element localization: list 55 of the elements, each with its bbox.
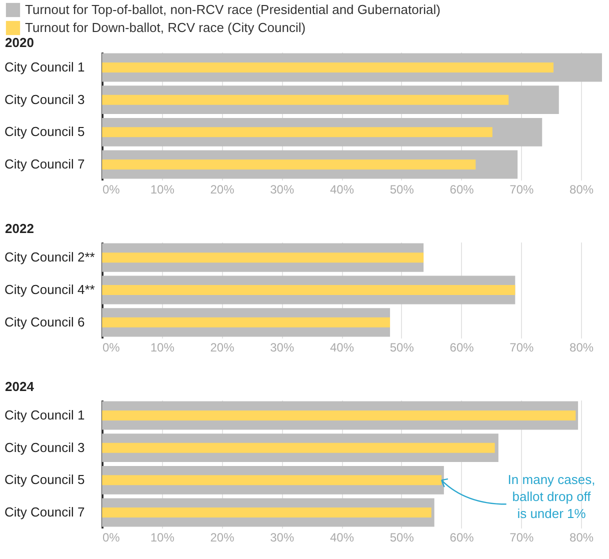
x-tick-label: 80% <box>570 182 594 196</box>
x-tick-label: 20% <box>210 182 235 196</box>
y-tick-label: City Council 3 <box>4 440 85 455</box>
x-tick-label: 0% <box>102 182 120 196</box>
y-tick-label: City Council 5 <box>4 472 85 488</box>
y-tick-label: City Council 1 <box>4 408 85 423</box>
bar <box>102 442 495 453</box>
x-tick-label: 40% <box>330 530 354 544</box>
y-tick-label: City Council 2** <box>4 250 95 265</box>
y-tick-label: City Council 1 <box>4 60 85 75</box>
x-tick-label: 70% <box>510 182 534 196</box>
x-tick-label: 60% <box>450 340 474 354</box>
y-tick-label: City Council 6 <box>4 314 85 330</box>
annotation: In many cases, ballot drop off is under 1% <box>508 472 596 522</box>
x-tick-label: 20% <box>210 340 235 354</box>
x-tick-label: 50% <box>390 182 414 196</box>
x-tick-label: 80% <box>570 340 594 354</box>
x-tick-label: 20% <box>210 530 235 544</box>
y-tick-label: City Council 7 <box>4 504 85 520</box>
bar <box>102 94 509 105</box>
x-tick-label: 10% <box>150 530 175 544</box>
x-tick-label: 30% <box>270 182 294 196</box>
x-tick-label: 40% <box>330 182 354 196</box>
x-tick-label: 10% <box>150 182 175 196</box>
x-tick-label: 70% <box>510 340 534 354</box>
bar <box>102 159 476 170</box>
x-tick-label: 0% <box>102 340 120 354</box>
y-tick-label: City Council 5 <box>4 124 85 140</box>
x-tick-label: 80% <box>570 530 594 544</box>
x-tick-label: 60% <box>450 182 474 196</box>
bar <box>102 475 442 486</box>
y-tick-label: City Council 7 <box>4 156 85 172</box>
x-tick-label: 10% <box>150 340 175 354</box>
chart-title: 2024 <box>5 379 35 394</box>
chart-title: 2020 <box>5 35 34 50</box>
x-tick-label: 50% <box>390 340 414 354</box>
bar <box>102 285 516 295</box>
x-tick-label: 0% <box>102 530 120 544</box>
bar <box>102 252 424 263</box>
x-tick-label: 60% <box>450 530 474 544</box>
chart-title: 2022 <box>5 221 34 236</box>
x-tick-label: 50% <box>390 530 414 544</box>
legend-label: Turnout for Down-ballot, RCV race (City Council) <box>25 20 306 35</box>
y-tick-label: City Council 3 <box>4 92 85 107</box>
legend-label: Turnout for Top-of-ballot, non-RCV race (Presidential and Gubernatorial) <box>25 2 440 17</box>
bar <box>102 62 554 73</box>
bar <box>102 127 492 138</box>
bar <box>102 410 576 421</box>
x-tick-label: 40% <box>330 340 354 354</box>
x-tick-label: 30% <box>270 530 294 544</box>
x-tick-label: 30% <box>270 340 294 354</box>
x-tick-label: 70% <box>510 530 534 544</box>
y-tick-label: City Council 4** <box>4 282 95 297</box>
bar <box>102 507 432 518</box>
bar <box>102 317 390 328</box>
